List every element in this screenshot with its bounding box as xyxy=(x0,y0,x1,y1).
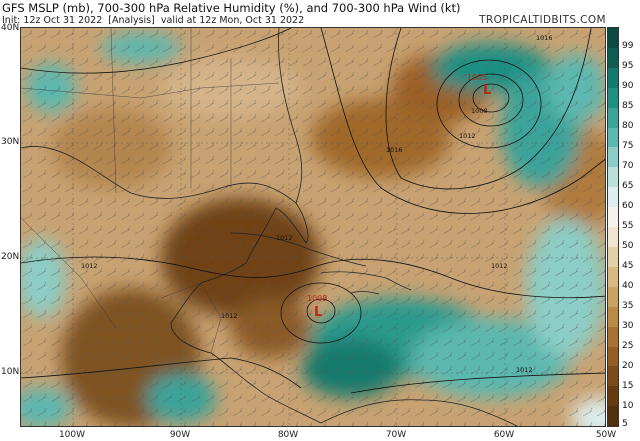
low-pressure-value: 1008 xyxy=(307,294,327,303)
colorbar-swatch xyxy=(608,28,618,48)
colorbar-swatch xyxy=(608,386,618,407)
lat-label-30n: 30N xyxy=(1,137,20,147)
isobar-label: 1016 xyxy=(386,146,403,154)
weather-map: 1016 1012 1008 1012 1016 1012 1012 1012 … xyxy=(20,27,606,427)
isobar-label: 1012 xyxy=(276,234,293,242)
colorbar-tick: 85 xyxy=(622,101,634,111)
colorbar-tick: 50 xyxy=(622,241,634,251)
low-symbol: L xyxy=(483,83,491,98)
colorbar-swatch xyxy=(608,47,618,68)
colorbar-tick: 40 xyxy=(622,281,634,291)
colorbar-tick: 30 xyxy=(622,321,634,331)
low-pressure-value: 1005 xyxy=(467,73,487,82)
lat-label-10n: 10N xyxy=(1,367,20,377)
colorbar-tick: 65 xyxy=(622,181,634,191)
humidity-colorbar xyxy=(607,27,619,427)
isobar-label: 1008 xyxy=(471,107,488,115)
colorbar-swatch xyxy=(608,227,618,247)
colorbar-swatch xyxy=(608,187,618,208)
init-time: Init: 12z Oct 31 2022 xyxy=(2,15,103,26)
analysis-tag: [Analysis] xyxy=(108,15,155,26)
brand-label: TROPICALTIDBITS.COM xyxy=(479,14,606,26)
colorbar-tick: 5 xyxy=(622,419,628,429)
colorbar-swatch xyxy=(608,306,618,327)
colorbar-swatch xyxy=(608,127,618,148)
colorbar-tick: 70 xyxy=(622,161,634,171)
map-canvas: 1016 1012 1008 1012 1016 1012 1012 1012 … xyxy=(21,28,605,426)
colorbar-swatch xyxy=(608,87,618,108)
lon-label-70w: 70W xyxy=(385,430,407,440)
low-symbol: L xyxy=(314,305,322,320)
lon-label-60w: 60W xyxy=(493,430,515,440)
colorbar-tick: 45 xyxy=(622,261,634,271)
colorbar-tick: 80 xyxy=(622,121,634,131)
isobar-labels: 1016 1012 1008 1012 1016 1012 1012 1012 … xyxy=(81,34,553,374)
isobars xyxy=(21,28,605,394)
colorbar-swatch xyxy=(608,346,618,367)
isobar-label: 1012 xyxy=(221,312,238,320)
wind-barbs xyxy=(21,28,605,426)
borders xyxy=(21,28,280,354)
colorbar-swatch xyxy=(608,366,618,387)
lat-label-20n: 20N xyxy=(1,252,20,262)
colorbar-swatch xyxy=(608,207,618,228)
isobar-label: 1012 xyxy=(81,262,98,270)
colorbar-tick: 20 xyxy=(622,361,634,371)
colorbar-tick: 75 xyxy=(622,141,634,151)
low-center-caribbean: L 1008 xyxy=(307,294,327,320)
colorbar-swatch xyxy=(608,107,618,128)
isobar-label: 1012 xyxy=(491,262,508,270)
colorbar-swatch xyxy=(608,286,618,307)
colorbar-tick: 15 xyxy=(622,381,634,391)
lon-label-100w: 100W xyxy=(58,430,86,440)
isobar-label: 1012 xyxy=(516,366,533,374)
colorbar-tick: 55 xyxy=(622,221,634,231)
colorbar-tick: 25 xyxy=(622,341,634,351)
isobar-label: 1016 xyxy=(536,34,553,42)
colorbar-swatch xyxy=(608,406,618,427)
colorbar-tick: 99 xyxy=(622,41,634,51)
colorbar-tick: 10 xyxy=(622,401,634,411)
lon-label-80w: 80W xyxy=(277,430,299,440)
map-title: GFS MSLP (mb), 700-300 hPa Relative Humi… xyxy=(2,1,461,15)
lon-label-90w: 90W xyxy=(169,430,191,440)
coastlines xyxy=(21,28,518,426)
colorbar-swatch xyxy=(608,246,618,267)
valid-time: valid at 12z Mon, Oct 31 2022 xyxy=(160,15,305,26)
isobar-label: 1012 xyxy=(459,132,476,140)
colorbar-swatch xyxy=(608,266,618,287)
map-subtitle: Init: 12z Oct 31 2022 [Analysis] valid a… xyxy=(2,15,304,26)
colorbar-swatch xyxy=(608,326,618,347)
colorbar-tick: 35 xyxy=(622,301,634,311)
colorbar-swatch xyxy=(608,67,618,88)
colorbar-tick: 60 xyxy=(622,201,634,211)
graticule xyxy=(21,28,605,426)
colorbar-tick: 95 xyxy=(622,61,634,71)
colorbar-tick: 90 xyxy=(622,81,634,91)
lat-label-40n: 40N xyxy=(1,23,20,33)
colorbar-swatch xyxy=(608,147,618,168)
lon-label-50w: 50W xyxy=(595,430,617,440)
low-center-north: L 1005 xyxy=(467,73,491,98)
colorbar-swatch xyxy=(608,167,618,188)
